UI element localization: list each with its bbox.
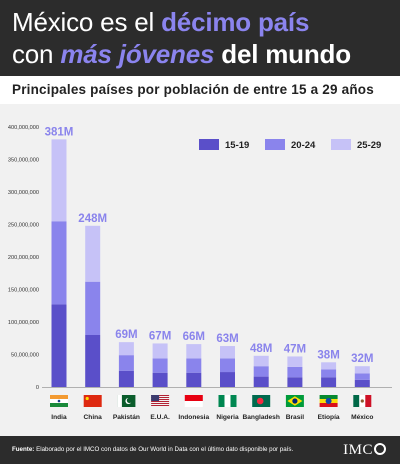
bar-segment-20-24 — [51, 221, 67, 305]
logo-circle-icon — [374, 443, 386, 455]
legend-swatch-20-24 — [265, 139, 285, 150]
header: México es el décimo país con más jóvenes… — [0, 0, 400, 76]
title-part: México es el — [12, 7, 162, 37]
bar-total-label: 48M — [250, 343, 272, 355]
bar-total-label: 32M — [351, 353, 373, 365]
chart-subtitle: Principales países por población de entr… — [0, 76, 400, 104]
source-text: Elaborado por el IMCO con datos de Our W… — [34, 446, 294, 453]
bar-segment-20-24 — [253, 366, 269, 377]
bangladesh-flag-icon — [252, 395, 271, 407]
y-tick-label: 350,000,000 — [8, 158, 39, 164]
source-label: Fuente: — [12, 446, 35, 453]
bar-total-label: 67M — [149, 330, 171, 342]
bar-segment-25-29 — [85, 225, 101, 282]
bar-segment-20-24 — [321, 369, 337, 378]
bar-total-label: 381M — [45, 126, 74, 138]
bar-segment-15-19 — [287, 377, 303, 387]
bar-segment-20-24 — [118, 355, 134, 371]
legend-label: 25-29 — [357, 140, 381, 151]
bar-segment-25-29 — [118, 342, 134, 356]
x-category-label: Nigeria — [216, 414, 239, 421]
x-category-label: Etiopía — [318, 414, 340, 421]
title-part: del mundo — [214, 39, 351, 69]
x-category-label: China — [84, 414, 103, 421]
bar-segment-20-24 — [85, 281, 101, 335]
usa-flag-icon — [151, 395, 170, 406]
y-tick-label: 200,000,000 — [8, 255, 39, 261]
bar-segment-25-29 — [220, 346, 235, 359]
bar-segment-20-24 — [186, 358, 202, 373]
imco-logo: IMC — [343, 442, 386, 459]
bar-segment-15-19 — [253, 376, 269, 387]
x-category-label: Brasil — [286, 414, 304, 421]
title-line-1: México es el décimo país — [12, 6, 388, 38]
x-category-label: E.U.A. — [150, 414, 170, 421]
bar-segment-15-19 — [354, 379, 370, 387]
bar-segment-15-19 — [152, 372, 168, 387]
bar-segment-15-19 — [321, 377, 337, 387]
bar-segment-25-29 — [253, 355, 269, 367]
mexico-flag-icon — [353, 395, 372, 407]
y-tick-label: 400,000,000 — [8, 125, 39, 131]
brazil-flag-icon — [285, 395, 304, 407]
y-tick-label: 50,000,000 — [11, 353, 39, 359]
stacked-bar-chart: 0 50,000,000 100,000,000 150,000,000 200,000… — [8, 125, 392, 421]
legend-swatch-15-19 — [199, 139, 219, 150]
bar-segment-15-19 — [85, 335, 101, 387]
bar-total-label: 69M — [115, 329, 137, 341]
bar-total-label: 47M — [284, 343, 306, 355]
pakistan-flag-icon — [117, 395, 136, 407]
y-tick-label: 250,000,000 — [8, 223, 39, 229]
nigeria-flag-icon — [218, 395, 237, 407]
bar-segment-20-24 — [287, 366, 303, 378]
footer: Fuente: Elaborado por el IMCO con datos … — [0, 436, 400, 464]
x-category-label: Pakistán — [113, 414, 140, 421]
bar-segment-25-29 — [186, 344, 202, 359]
title-highlight: más jóvenes — [60, 39, 215, 69]
x-category-label: Indonesia — [178, 414, 209, 421]
bar-total-label: 66M — [183, 331, 205, 343]
x-category-label: México — [351, 414, 373, 421]
y-tick-label: 150,000,000 — [8, 288, 39, 294]
bar-segment-20-24 — [354, 373, 370, 380]
legend-label: 20-24 — [291, 140, 316, 151]
source-note: Fuente: Elaborado por el IMCO con datos … — [12, 446, 293, 453]
y-tick-label: 300,000,000 — [8, 190, 39, 196]
bar-total-label: 248M — [78, 213, 107, 225]
title-part: con — [12, 39, 61, 69]
bar-total-label: 63M — [216, 333, 238, 345]
x-category-label: India — [51, 414, 67, 421]
logo-text: IMC — [343, 442, 373, 458]
bar-segment-15-19 — [118, 370, 134, 387]
bar-segment-25-29 — [354, 366, 370, 374]
bar-segment-25-29 — [287, 356, 303, 367]
x-category-label: Bangladesh — [243, 414, 280, 421]
bar-segment-25-29 — [321, 362, 337, 370]
title-line-2: con más jóvenes del mundo — [12, 38, 388, 70]
bar-segment-25-29 — [51, 139, 67, 222]
y-tick-label: 100,000,000 — [8, 320, 39, 326]
ethiopia-flag-icon — [319, 395, 338, 407]
bar-segment-15-19 — [51, 304, 67, 387]
bar-segment-15-19 — [186, 372, 202, 387]
indonesia-flag-icon — [184, 395, 203, 407]
legend-label: 15-19 — [225, 140, 249, 151]
bar-segment-20-24 — [220, 358, 235, 373]
china-flag-icon — [83, 395, 102, 407]
y-tick-label: 0 — [36, 385, 39, 391]
bar-segment-25-29 — [152, 343, 168, 359]
india-flag-icon — [50, 395, 68, 407]
legend-swatch-25-29 — [331, 139, 351, 150]
bar-segment-20-24 — [152, 358, 168, 373]
bar-total-label: 38M — [317, 349, 339, 361]
bar-segment-15-19 — [220, 372, 235, 387]
title-highlight: décimo país — [161, 7, 310, 37]
